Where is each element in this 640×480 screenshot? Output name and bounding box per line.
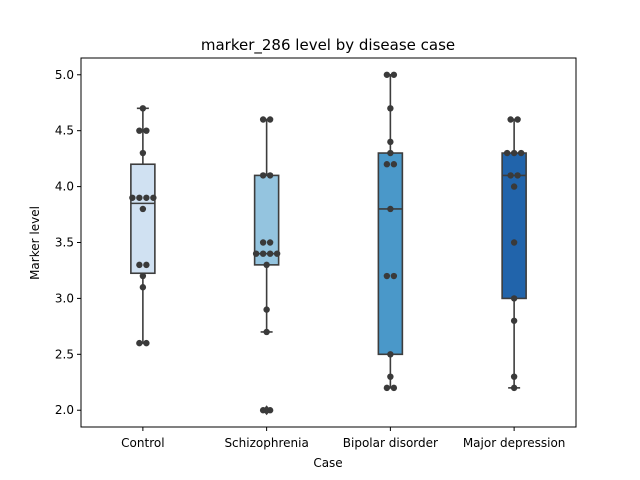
- data-point: [387, 105, 394, 112]
- data-point: [383, 71, 391, 78]
- x-axis-label: Case: [313, 456, 342, 470]
- box-1: [130, 163, 156, 275]
- data-point: [139, 105, 147, 112]
- data-point: [517, 149, 525, 157]
- data-point: [129, 194, 136, 201]
- box-2: [253, 174, 280, 266]
- data-point: [510, 239, 518, 246]
- y-tick-label: 4.5: [55, 124, 74, 138]
- data-point: [510, 183, 518, 190]
- data-point: [510, 317, 518, 324]
- data-point: [390, 161, 398, 168]
- data-point: [507, 172, 514, 179]
- data-point: [143, 194, 150, 201]
- data-point: [139, 284, 147, 291]
- data-point: [510, 149, 518, 157]
- data-point: [510, 295, 518, 302]
- data-point: [387, 373, 394, 380]
- data-point: [136, 127, 143, 134]
- x-tick-label: Schizophrenia: [224, 436, 308, 450]
- data-point: [266, 116, 274, 123]
- y-axis-label: Marker level: [28, 206, 42, 280]
- y-tick-label: 2.5: [55, 347, 74, 361]
- data-point: [263, 261, 270, 269]
- data-point: [510, 373, 518, 380]
- data-point: [387, 205, 394, 213]
- data-point: [136, 261, 143, 269]
- data-point: [136, 339, 143, 347]
- data-point: [139, 149, 147, 157]
- x-tick-label: Bipolar disorder: [343, 436, 438, 450]
- x-tick-label: Major depression: [463, 436, 566, 450]
- data-point: [139, 205, 147, 213]
- data-point: [259, 250, 267, 257]
- x-tick-label: Control: [121, 436, 164, 450]
- y-tick-label: 3.0: [55, 291, 74, 305]
- data-point: [143, 127, 150, 134]
- plot-area: 2.0 2.5 3.0 3.5 4.0 4.5 5.0 Control Schizophreni…: [55, 57, 577, 450]
- data-point: [390, 71, 398, 78]
- data-point: [259, 407, 267, 414]
- y-tick-label: 3.5: [55, 236, 74, 250]
- data-point: [387, 138, 394, 146]
- data-point: [273, 250, 281, 257]
- data-point: [139, 272, 147, 280]
- y-tick-label: 2.0: [55, 403, 74, 417]
- data-point: [263, 328, 270, 336]
- data-point: [266, 172, 274, 179]
- data-point: [252, 250, 260, 257]
- data-point: [383, 272, 391, 280]
- y-tick-label: 5.0: [55, 68, 74, 82]
- box-3: [377, 152, 404, 356]
- y-tick-label: 4.0: [55, 180, 74, 194]
- data-point: [514, 116, 521, 123]
- data-point: [259, 239, 267, 246]
- data-point: [259, 172, 267, 179]
- data-point: [503, 149, 511, 157]
- data-point: [150, 194, 157, 201]
- data-point: [143, 339, 150, 347]
- chart-title: marker_286 level by disease case: [201, 36, 455, 55]
- data-point: [266, 407, 274, 414]
- data-point: [507, 116, 514, 123]
- data-point: [143, 261, 150, 269]
- data-point: [510, 384, 518, 392]
- data-point: [263, 306, 270, 313]
- box-4: [501, 152, 527, 300]
- data-point: [514, 172, 521, 179]
- data-point: [390, 272, 398, 280]
- data-point: [266, 239, 274, 246]
- data-point: [383, 161, 391, 168]
- data-point: [387, 351, 394, 358]
- data-point: [383, 384, 391, 392]
- data-point: [390, 384, 398, 392]
- data-point: [266, 250, 274, 257]
- data-point: [387, 149, 394, 157]
- data-point: [259, 116, 267, 123]
- data-point: [136, 194, 143, 201]
